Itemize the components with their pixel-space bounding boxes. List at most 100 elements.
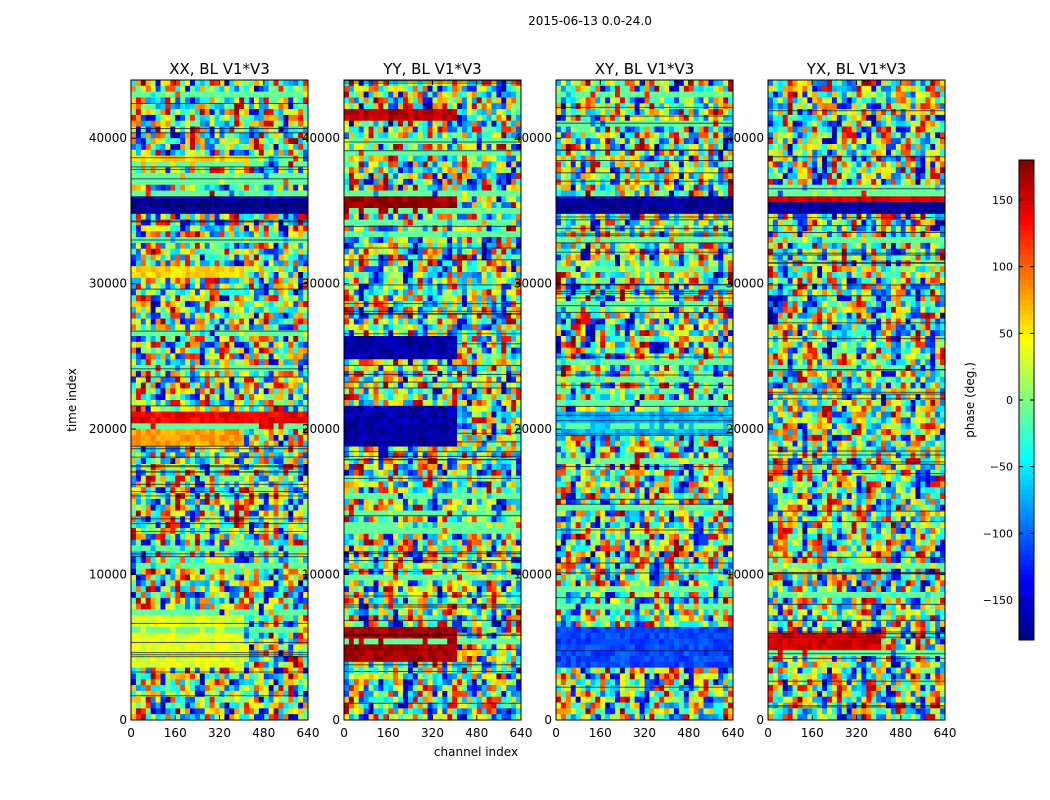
heatmap-cell xyxy=(239,138,245,145)
heatmap-cell xyxy=(165,533,171,541)
heatmap-cell xyxy=(140,562,147,570)
heatmap-cell xyxy=(199,272,206,279)
heatmap-cell xyxy=(160,423,166,430)
heatmap-cell xyxy=(224,592,230,599)
heatmap-cell xyxy=(234,615,240,622)
heatmap-cell xyxy=(209,336,215,343)
heatmap-cell xyxy=(427,144,433,151)
heatmap-cell xyxy=(199,283,206,290)
heatmap-cell xyxy=(263,144,270,151)
heatmap-cell xyxy=(263,330,270,337)
heatmap-cell xyxy=(303,440,309,447)
heatmap-cell xyxy=(175,213,181,221)
heatmap-cell xyxy=(427,184,433,191)
heatmap-cell xyxy=(180,155,186,162)
heatmap-cell xyxy=(219,103,225,110)
x-tick-label: 320 xyxy=(208,726,231,740)
heatmap-cell xyxy=(145,638,152,645)
heatmap-cell xyxy=(288,138,294,145)
heatmap-cell xyxy=(398,138,404,145)
heatmap-cell xyxy=(145,475,152,482)
heatmap-cell xyxy=(224,382,230,389)
heatmap-cell xyxy=(244,696,250,703)
heatmap-cell xyxy=(155,85,161,93)
heatmap-cell xyxy=(170,336,176,343)
heatmap-cell xyxy=(393,114,399,122)
heatmap-cell xyxy=(258,411,265,418)
heatmap-cell xyxy=(496,132,502,139)
heatmap-cell xyxy=(244,80,250,87)
heatmap-cell xyxy=(363,161,369,168)
heatmap-cell xyxy=(298,219,304,226)
heatmap-cell xyxy=(185,400,191,407)
heatmap-cell xyxy=(209,516,215,523)
heatmap-cell xyxy=(258,638,265,645)
heatmap-cell xyxy=(194,632,201,639)
heatmap-cell xyxy=(432,155,438,162)
heatmap-cell xyxy=(209,231,215,238)
heatmap-cell xyxy=(253,510,260,517)
heatmap-cell xyxy=(293,667,299,674)
heatmap-cell xyxy=(378,208,384,215)
heatmap-cell xyxy=(358,132,365,139)
heatmap-cell xyxy=(140,155,147,162)
heatmap-cell xyxy=(224,295,230,302)
heatmap-cell xyxy=(273,650,279,657)
heatmap-cell xyxy=(175,126,181,133)
heatmap-cell xyxy=(298,155,304,162)
heatmap-cell xyxy=(239,336,245,343)
heatmap-cell xyxy=(466,184,473,191)
heatmap-cell xyxy=(185,85,191,93)
heatmap-cell xyxy=(442,190,448,197)
heatmap-cell xyxy=(194,306,201,314)
heatmap-cell xyxy=(253,434,260,442)
heatmap-cell xyxy=(407,225,414,232)
figure-title: 2015-06-13 0.0-24.0 xyxy=(528,14,652,28)
heatmap-cell xyxy=(278,545,284,552)
heatmap-cell xyxy=(219,621,225,628)
heatmap-cell xyxy=(249,417,255,424)
heatmap-cell xyxy=(298,341,304,349)
heatmap-cell xyxy=(239,487,245,494)
heatmap-cell xyxy=(135,272,142,279)
heatmap-cell xyxy=(273,190,279,197)
heatmap-cell xyxy=(496,114,502,122)
heatmap-cell xyxy=(170,80,176,87)
heatmap-cell xyxy=(209,138,215,145)
heatmap-cell xyxy=(403,167,409,174)
heatmap-cell xyxy=(224,644,230,651)
heatmap-cell xyxy=(403,109,409,116)
heatmap-cell xyxy=(258,498,265,506)
heatmap-cell xyxy=(239,103,245,110)
heatmap-cell xyxy=(253,91,260,98)
heatmap-cell xyxy=(185,208,191,215)
heatmap-cell xyxy=(160,702,166,709)
heatmap-cell xyxy=(293,149,299,157)
heatmap-cell xyxy=(288,423,294,430)
heatmap-cell xyxy=(155,586,161,593)
heatmap-cell xyxy=(249,213,255,221)
heatmap-cell xyxy=(288,667,294,674)
heatmap-cell xyxy=(373,144,379,151)
heatmap-cell xyxy=(348,138,355,145)
heatmap-cell xyxy=(131,516,137,523)
heatmap-cell xyxy=(273,85,279,93)
heatmap-cell xyxy=(303,318,309,325)
heatmap-cell xyxy=(209,469,215,477)
heatmap-cell xyxy=(249,266,255,273)
heatmap-cell xyxy=(303,126,309,133)
heatmap-cell xyxy=(175,184,181,191)
heatmap-cell xyxy=(214,632,220,639)
heatmap-cell xyxy=(263,533,270,541)
heatmap-cell xyxy=(234,312,240,319)
heatmap-cell xyxy=(273,714,279,721)
heatmap-cell xyxy=(234,580,240,587)
heatmap-cell xyxy=(239,429,245,436)
heatmap-cell xyxy=(268,632,274,639)
heatmap-cell xyxy=(155,289,161,296)
heatmap-cell xyxy=(373,196,379,203)
heatmap-cell xyxy=(403,149,409,157)
heatmap-cell xyxy=(373,225,379,232)
heatmap-cell xyxy=(204,609,211,616)
heatmap-cell xyxy=(135,475,142,482)
